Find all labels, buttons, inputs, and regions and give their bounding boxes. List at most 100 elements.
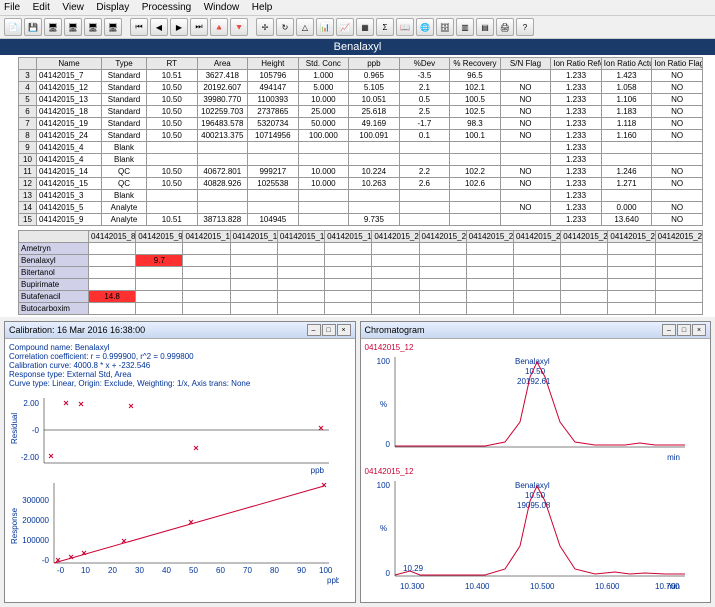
- table-row[interactable]: 1304142015_3Blank1.233: [19, 190, 703, 202]
- cell[interactable]: 2.6: [399, 178, 450, 190]
- cell[interactable]: 04142015_3: [37, 190, 102, 202]
- cell[interactable]: 0.965: [349, 70, 400, 82]
- cell[interactable]: NO: [652, 70, 703, 82]
- tb-layout1-icon[interactable]: ▥: [456, 18, 474, 36]
- cell[interactable]: 1.233: [551, 118, 602, 130]
- tb-print-icon[interactable]: 🖨: [496, 18, 514, 36]
- menu-window[interactable]: Window: [204, 2, 240, 13]
- cell[interactable]: 1.233: [551, 142, 602, 154]
- cell[interactable]: [248, 154, 299, 166]
- cell[interactable]: QC: [102, 178, 147, 190]
- compound-name[interactable]: Ametryn: [19, 243, 89, 255]
- compound-cell[interactable]: [136, 267, 183, 279]
- cell[interactable]: 102259.703: [197, 106, 248, 118]
- compound-cell[interactable]: [277, 255, 324, 267]
- cell[interactable]: 10: [19, 154, 37, 166]
- cell[interactable]: 49.169: [349, 118, 400, 130]
- cell[interactable]: Blank: [102, 154, 147, 166]
- tb-chart1-icon[interactable]: 📊: [316, 18, 334, 36]
- col-header[interactable]: %Dev: [399, 58, 450, 70]
- cell[interactable]: 10.50: [147, 82, 198, 94]
- compound-cell[interactable]: [372, 243, 419, 255]
- cell[interactable]: -1.7: [399, 118, 450, 130]
- cell[interactable]: 10.50: [147, 130, 198, 142]
- compound-cell[interactable]: [372, 267, 419, 279]
- compound-cell[interactable]: [561, 267, 608, 279]
- cell[interactable]: NO: [652, 166, 703, 178]
- cell[interactable]: 1.233: [551, 106, 602, 118]
- cell[interactable]: 1.233: [551, 166, 602, 178]
- cell[interactable]: 1.246: [601, 166, 652, 178]
- cell[interactable]: 10714956: [248, 130, 299, 142]
- cell[interactable]: 5320734: [248, 118, 299, 130]
- cell[interactable]: Blank: [102, 142, 147, 154]
- cell[interactable]: NO: [652, 202, 703, 214]
- compound-cell[interactable]: [419, 303, 466, 315]
- cell[interactable]: 25.000: [298, 106, 349, 118]
- compound-cell[interactable]: [608, 291, 655, 303]
- compound-cell[interactable]: [419, 279, 466, 291]
- cell[interactable]: [450, 190, 501, 202]
- compound-cell[interactable]: [419, 267, 466, 279]
- cell[interactable]: [197, 154, 248, 166]
- compound-cell[interactable]: [230, 291, 277, 303]
- cell[interactable]: 100.5: [450, 94, 501, 106]
- cell[interactable]: 0.5: [399, 94, 450, 106]
- col-header[interactable]: Ion Ratio Reference: [551, 58, 602, 70]
- cell[interactable]: 5.000: [298, 82, 349, 94]
- min-icon[interactable]: –: [662, 324, 676, 336]
- cell[interactable]: [450, 214, 501, 226]
- table-row[interactable]: 404142015_12Standard10.5020192.607494147…: [19, 82, 703, 94]
- tb-up-icon[interactable]: 🔺: [210, 18, 228, 36]
- cell[interactable]: 10.051: [349, 94, 400, 106]
- compound-cell[interactable]: 9.7: [136, 255, 183, 267]
- cell[interactable]: 196483.578: [197, 118, 248, 130]
- col-header[interactable]: ppb: [349, 58, 400, 70]
- cell[interactable]: 3: [19, 70, 37, 82]
- table-row[interactable]: 1404142015_5AnalyteNO1.2330.000NO: [19, 202, 703, 214]
- cell[interactable]: 40828.926: [197, 178, 248, 190]
- menu-processing[interactable]: Processing: [142, 2, 191, 13]
- max-icon[interactable]: □: [322, 324, 336, 336]
- compound-cell[interactable]: [372, 291, 419, 303]
- cell[interactable]: 15: [19, 214, 37, 226]
- compound-cell[interactable]: [89, 243, 136, 255]
- cell[interactable]: Standard: [102, 70, 147, 82]
- menu-file[interactable]: File: [4, 2, 20, 13]
- tb-save-icon[interactable]: 💾: [24, 18, 42, 36]
- compound-cell[interactable]: [325, 243, 372, 255]
- cell[interactable]: [500, 70, 551, 82]
- compound-col[interactable]: 04142015_20: [372, 231, 419, 243]
- col-header[interactable]: RT: [147, 58, 198, 70]
- menu-help[interactable]: Help: [252, 2, 273, 13]
- tb-book-icon[interactable]: 📖: [396, 18, 414, 36]
- compound-cell[interactable]: [372, 255, 419, 267]
- cell[interactable]: 102.1: [450, 82, 501, 94]
- compound-cell[interactable]: [466, 303, 513, 315]
- cell[interactable]: NO: [500, 94, 551, 106]
- cell[interactable]: [298, 154, 349, 166]
- cell[interactable]: 104945: [248, 214, 299, 226]
- cell[interactable]: 10.51: [147, 214, 198, 226]
- cell[interactable]: 1.106: [601, 94, 652, 106]
- cell[interactable]: [652, 142, 703, 154]
- compound-col[interactable]: 04142015_29: [655, 231, 702, 243]
- cell[interactable]: 1100393: [248, 94, 299, 106]
- cell[interactable]: 10.50: [147, 178, 198, 190]
- cell[interactable]: Analyte: [102, 202, 147, 214]
- compound-row[interactable]: Bupirimate: [19, 279, 703, 291]
- cell[interactable]: 1.233: [551, 190, 602, 202]
- cell[interactable]: NO: [652, 130, 703, 142]
- col-header[interactable]: Type: [102, 58, 147, 70]
- cell[interactable]: [500, 190, 551, 202]
- cell[interactable]: 2.2: [399, 166, 450, 178]
- cell[interactable]: Standard: [102, 82, 147, 94]
- tb-monitor4-icon[interactable]: 🖥: [104, 18, 122, 36]
- compound-cell[interactable]: [466, 255, 513, 267]
- cell[interactable]: 04142015_19: [37, 118, 102, 130]
- cell[interactable]: NO: [652, 106, 703, 118]
- compound-cell[interactable]: [608, 303, 655, 315]
- cell[interactable]: 1.233: [551, 70, 602, 82]
- cell[interactable]: 38713.828: [197, 214, 248, 226]
- cell[interactable]: 494147: [248, 82, 299, 94]
